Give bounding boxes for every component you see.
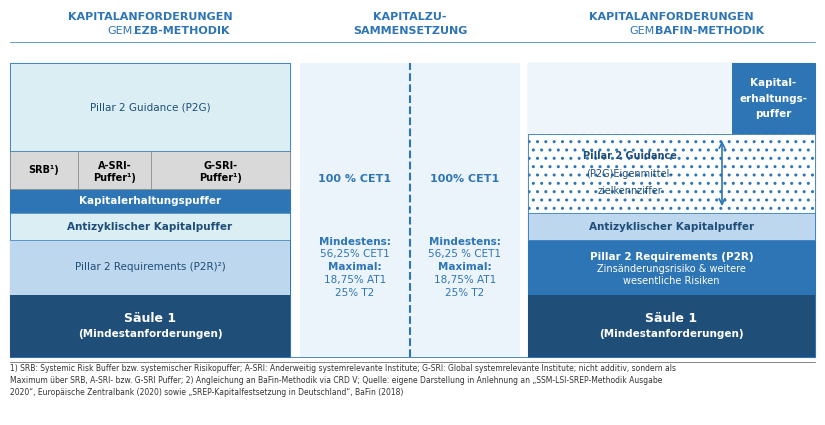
Text: Maximal:: Maximal: xyxy=(328,263,382,272)
Text: GEM.: GEM. xyxy=(629,26,658,36)
Text: 100 % CET1: 100 % CET1 xyxy=(318,174,392,184)
Text: 18,75% AT1: 18,75% AT1 xyxy=(324,275,386,286)
Text: 1) SRB: Systemic Risk Buffer bzw. systemischer Risikopuffer; A-SRI: Anderweitig : 1) SRB: Systemic Risk Buffer bzw. system… xyxy=(10,364,676,397)
Text: Pillar 2 Guidance: Pillar 2 Guidance xyxy=(583,151,677,161)
Text: Puffer¹): Puffer¹) xyxy=(93,173,136,183)
Text: (P2G)Eigenmittel-: (P2G)Eigenmittel- xyxy=(587,168,673,178)
Text: (Mindestanforderungen): (Mindestanforderungen) xyxy=(599,329,744,339)
Bar xyxy=(151,151,290,189)
Bar xyxy=(10,295,290,357)
Bar xyxy=(528,295,815,357)
Bar xyxy=(732,63,815,134)
Text: (Mindestanforderungen): (Mindestanforderungen) xyxy=(78,329,222,339)
Text: 18,75% AT1: 18,75% AT1 xyxy=(434,275,496,286)
Bar xyxy=(10,189,290,213)
Text: Antizyklischer Kapitalpuffer: Antizyklischer Kapitalpuffer xyxy=(68,221,233,232)
Text: puffer: puffer xyxy=(756,109,792,119)
Text: SAMMENSETZUNG: SAMMENSETZUNG xyxy=(353,26,467,36)
Text: BAFIN-METHODIK: BAFIN-METHODIK xyxy=(655,26,764,36)
Text: EZB-METHODIK: EZB-METHODIK xyxy=(134,26,229,36)
Text: A-SRI-: A-SRI- xyxy=(97,161,131,171)
Bar xyxy=(528,134,815,213)
Text: Pillar 2 Guidance (P2G): Pillar 2 Guidance (P2G) xyxy=(90,102,210,112)
Bar xyxy=(10,63,290,151)
Text: 56,25% CET1: 56,25% CET1 xyxy=(320,249,390,260)
Text: G-SRI-: G-SRI- xyxy=(204,161,238,171)
Bar xyxy=(300,63,520,357)
Bar xyxy=(10,213,290,240)
Text: KAPITALZU-: KAPITALZU- xyxy=(373,12,447,22)
Text: Zinsänderungsrisiko & weitere: Zinsänderungsrisiko & weitere xyxy=(597,264,746,275)
Text: KAPITALANFORDERUNGEN: KAPITALANFORDERUNGEN xyxy=(589,12,754,22)
Text: Mindestens:: Mindestens: xyxy=(319,236,391,246)
Text: zielkennziffer: zielkennziffer xyxy=(597,186,662,196)
Text: 25% T2: 25% T2 xyxy=(336,289,375,298)
Text: Pillar 2 Requirements (P2R): Pillar 2 Requirements (P2R) xyxy=(590,252,753,263)
Text: 100% CET1: 100% CET1 xyxy=(431,174,500,184)
Text: Antizyklischer Kapitalpuffer: Antizyklischer Kapitalpuffer xyxy=(589,221,754,232)
Text: Säule 1: Säule 1 xyxy=(124,312,176,326)
Bar xyxy=(10,151,78,189)
Text: erhaltungs-: erhaltungs- xyxy=(739,94,808,104)
Text: 56,25 % CET1: 56,25 % CET1 xyxy=(428,249,502,260)
Bar xyxy=(10,63,290,357)
Bar xyxy=(528,134,815,213)
Text: wesentliche Risiken: wesentliche Risiken xyxy=(623,275,719,286)
Bar xyxy=(10,240,290,295)
Text: SRB¹): SRB¹) xyxy=(29,165,59,175)
Bar xyxy=(528,63,815,357)
Bar xyxy=(528,63,732,134)
Text: Pillar 2 Requirements (P2R)²): Pillar 2 Requirements (P2R)²) xyxy=(74,263,225,272)
Text: 25% T2: 25% T2 xyxy=(446,289,484,298)
Bar xyxy=(78,151,151,189)
Text: Kapitalerhaltungspuffer: Kapitalerhaltungspuffer xyxy=(79,196,221,206)
Bar xyxy=(528,240,815,295)
Text: Maximal:: Maximal: xyxy=(438,263,492,272)
Text: Kapital-: Kapital- xyxy=(751,78,797,88)
Text: KAPITALANFORDERUNGEN: KAPITALANFORDERUNGEN xyxy=(68,12,233,22)
Text: GEM.: GEM. xyxy=(107,26,136,36)
Text: Puffer¹): Puffer¹) xyxy=(199,173,242,183)
Text: Mindestens:: Mindestens: xyxy=(429,236,501,246)
Text: Säule 1: Säule 1 xyxy=(645,312,698,326)
Bar xyxy=(528,213,815,240)
